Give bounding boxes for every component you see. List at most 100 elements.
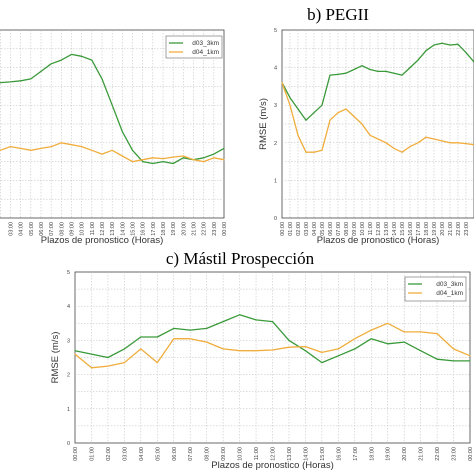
data-point-d04_1km xyxy=(238,350,241,352)
data-point-d03_3km xyxy=(223,147,225,150)
x-tick-label: 08:00 xyxy=(344,222,350,236)
data-point-d03_3km xyxy=(469,360,471,362)
data-point-d03_3km xyxy=(9,81,12,83)
x-tick-label: 19:00 xyxy=(171,222,177,236)
data-point-d04_1km xyxy=(111,149,113,151)
data-point-d04_1km xyxy=(425,136,427,138)
data-point-d04_1km xyxy=(91,149,93,151)
x-tick-label: 13:00 xyxy=(384,222,390,236)
chart-panel-2: 0 1 2 3 4 5 00:00 01:00 02:00 03:00 04:00 05:00 06:0… xyxy=(258,5,474,246)
x-tick-label: 22:00 xyxy=(456,222,462,236)
data-point-d04_1km xyxy=(182,155,184,157)
data-point-d04_1km xyxy=(353,115,355,118)
x-tick-label: 23:00 xyxy=(212,222,218,236)
data-point-d04_1km xyxy=(152,157,154,159)
x-tick-label: 00:00 xyxy=(468,447,474,461)
x-tick-label: 18:00 xyxy=(369,447,375,461)
legend-label: d03_3km xyxy=(436,281,463,288)
data-point-d03_3km xyxy=(81,55,83,57)
x-tick-label: 17:00 xyxy=(353,447,359,461)
data-point-d03_3km xyxy=(156,336,158,338)
data-point-d04_1km xyxy=(9,145,12,148)
x-tick-label: 07:00 xyxy=(49,222,55,236)
x-tick-label: 10:00 xyxy=(360,222,366,236)
x-tick-label: 03:00 xyxy=(9,222,15,236)
x-tick-label: 02:00 xyxy=(106,447,112,461)
data-point-d03_3km xyxy=(222,320,224,323)
data-point-d04_1km xyxy=(192,159,195,161)
data-point-d03_3km xyxy=(20,80,22,82)
data-point-d03_3km xyxy=(370,338,372,340)
data-point-d04_1km xyxy=(361,123,363,125)
data-point-d03_3km xyxy=(433,44,435,46)
data-point-d04_1km xyxy=(449,142,451,144)
y-tick-label: 1 xyxy=(274,178,277,184)
x-tick-label: 17:00 xyxy=(151,222,157,236)
data-point-d03_3km xyxy=(441,42,443,44)
data-point-d04_1km xyxy=(305,151,307,153)
x-tick-label: 08:00 xyxy=(59,222,65,236)
data-point-d03_3km xyxy=(353,68,355,71)
data-point-d03_3km xyxy=(101,78,103,80)
x-tick-label: 14:00 xyxy=(392,222,398,236)
x-tick-label: 04:00 xyxy=(312,222,318,236)
x-tick-label: 09:00 xyxy=(352,222,358,236)
y-tick-label: 3 xyxy=(274,103,277,109)
x-tick-label: 09:00 xyxy=(221,447,227,461)
x-tick-label: 18:00 xyxy=(424,222,430,236)
data-point-d04_1km xyxy=(74,353,76,355)
x-tick-label: 16:00 xyxy=(408,222,414,236)
x-tick-label: 13:00 xyxy=(287,447,293,461)
x-tick-label: 05:00 xyxy=(29,222,35,236)
x-tick-label: 10:00 xyxy=(238,447,244,461)
data-point-d04_1km xyxy=(337,348,339,350)
data-point-d04_1km xyxy=(417,142,419,144)
data-point-d03_3km xyxy=(354,348,356,350)
panel-title: c) Mástil Prospección xyxy=(166,249,315,268)
data-point-d03_3km xyxy=(121,130,123,133)
x-tick-label: 16:00 xyxy=(336,447,342,461)
x-tick-label: 03:00 xyxy=(122,447,128,461)
data-point-d03_3km xyxy=(329,74,331,76)
data-point-d03_3km xyxy=(182,157,184,159)
data-point-d04_1km xyxy=(436,332,438,335)
data-point-d04_1km xyxy=(321,351,323,353)
data-point-d04_1km xyxy=(329,119,331,121)
x-tick-label: 22:00 xyxy=(435,447,441,461)
data-point-d03_3km xyxy=(30,78,32,80)
x-tick-label: 01:00 xyxy=(89,447,95,461)
data-point-d03_3km xyxy=(131,149,134,151)
data-point-d03_3km xyxy=(123,348,125,350)
data-point-d03_3km xyxy=(152,162,154,165)
x-tick-label: 20:00 xyxy=(440,222,446,236)
x-tick-label: 13:00 xyxy=(110,222,116,236)
legend-label: d04_1km xyxy=(192,49,219,56)
data-point-d03_3km xyxy=(74,350,76,352)
data-point-d04_1km xyxy=(369,134,371,136)
y-tick-label: 5 xyxy=(67,270,70,276)
data-point-d03_3km xyxy=(91,59,93,61)
data-point-d03_3km xyxy=(436,358,438,360)
data-point-d03_3km xyxy=(40,70,42,72)
data-point-d03_3km xyxy=(337,355,339,357)
data-point-d04_1km xyxy=(173,338,175,340)
data-point-d03_3km xyxy=(345,72,347,74)
data-point-d03_3km xyxy=(377,70,379,72)
data-point-d03_3km xyxy=(313,112,315,114)
x-axis-title: Plazos de pronostico (Horas) xyxy=(317,235,440,246)
x-tick-label: 02:00 xyxy=(296,222,302,236)
data-point-d04_1km xyxy=(172,156,174,158)
x-tick-label: 08:00 xyxy=(205,447,211,461)
data-point-d04_1km xyxy=(70,144,73,146)
x-tick-label: 00:00 xyxy=(222,222,228,236)
x-tick-label: 05:00 xyxy=(155,447,161,461)
data-point-d03_3km xyxy=(465,51,467,54)
data-point-d04_1km xyxy=(393,147,395,150)
data-point-d04_1km xyxy=(288,346,290,348)
x-tick-label: 21:00 xyxy=(192,222,198,236)
data-point-d04_1km xyxy=(420,331,422,333)
data-point-d03_3km xyxy=(238,314,241,316)
y-axis-title: RMSE (m/s) xyxy=(50,332,61,384)
y-tick-label: 2 xyxy=(274,141,277,147)
data-point-d04_1km xyxy=(337,112,339,114)
